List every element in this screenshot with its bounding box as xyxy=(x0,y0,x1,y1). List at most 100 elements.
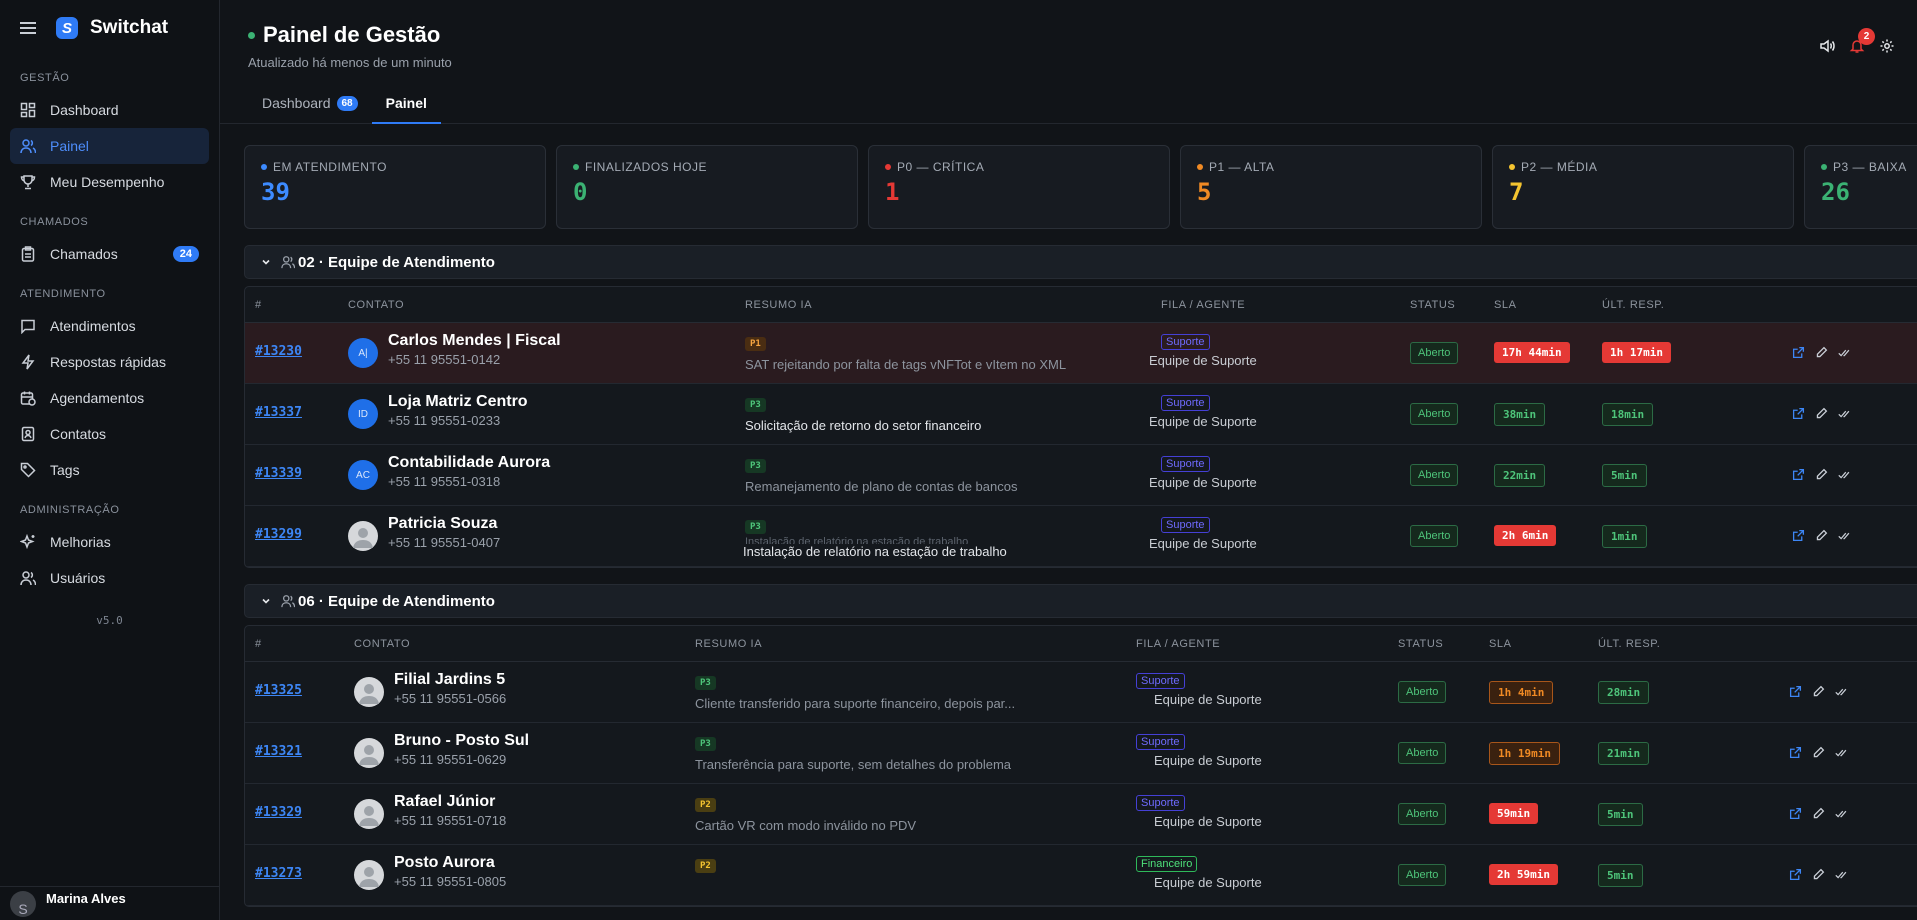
kpi-label: EM ATENDIMENTO xyxy=(261,160,529,174)
sidebar-item-chamados[interactable]: Chamados 24 xyxy=(10,236,209,272)
double-check-icon[interactable] xyxy=(1835,685,1849,703)
open-external-icon[interactable] xyxy=(1789,807,1802,825)
ticket-id-link[interactable]: #13325 xyxy=(255,683,302,698)
gear-icon[interactable] xyxy=(1879,38,1895,59)
sidebar-item-atendimentos[interactable]: Atendimentos xyxy=(10,308,209,344)
avatar xyxy=(354,799,384,829)
brand-name: Switchat xyxy=(90,17,169,38)
content: EM ATENDIMENTO 39 FINALIZADOS HOJE 0 P0 — CR… xyxy=(244,145,1917,907)
double-check-icon[interactable] xyxy=(1835,807,1849,825)
sidebar-item-meu-desempenho[interactable]: Meu Desempenho xyxy=(10,164,209,200)
sidebar-item-tags[interactable]: Tags xyxy=(10,452,209,488)
ai-summary: SAT rejeitando por falta de tags vNFTot … xyxy=(745,357,1067,372)
ai-summary-cell: P3 Remanejamento de plano de contas de ba… xyxy=(745,455,1017,494)
tab-painel[interactable]: Painel xyxy=(371,83,442,124)
last-response-badge: 5min xyxy=(1598,803,1643,826)
double-check-icon[interactable] xyxy=(1835,868,1849,886)
table-row[interactable]: #13339 AC Contabilidade Aurora +55 11 955… xyxy=(245,445,1917,506)
double-check-icon[interactable] xyxy=(1838,407,1852,425)
table-row[interactable]: #13337 ID Loja Matriz Centro +55 11 95551… xyxy=(245,384,1917,445)
kpi-value: 26 xyxy=(1821,178,1850,206)
sidebar-item-usuarios[interactable]: Usuários xyxy=(10,560,209,596)
priority-badge: P3 xyxy=(695,737,716,751)
tickets-table: # CONTATO RESUMO IA FILA / AGENTE STATUS SLA Ú… xyxy=(244,625,1917,907)
table-row[interactable]: #13325 Filial Jardins 5 +55 11 95551-0566… xyxy=(245,662,1917,723)
calendar-clock-icon xyxy=(20,390,36,406)
open-external-icon[interactable] xyxy=(1792,407,1805,425)
open-external-icon[interactable] xyxy=(1789,746,1802,764)
ticket-id-link[interactable]: #13273 xyxy=(255,866,302,881)
open-external-icon[interactable] xyxy=(1792,529,1805,547)
ticket-id-link[interactable]: #13337 xyxy=(255,405,302,420)
team-group: 06 · Equipe de Atendimento # CONTATO RESUMO… xyxy=(244,584,1917,907)
open-external-icon[interactable] xyxy=(1792,346,1805,364)
avatar xyxy=(348,521,378,551)
edit-pencil-icon[interactable] xyxy=(1812,685,1825,703)
ticket-id-link[interactable]: #13299 xyxy=(255,527,302,542)
kpi-card: FINALIZADOS HOJE 0 xyxy=(556,145,858,229)
table-row[interactable]: #13329 Rafael Júnior +55 11 95551-0718 P2… xyxy=(245,784,1917,845)
notifications-button[interactable]: 2 xyxy=(1849,28,1875,59)
hamburger-menu-icon[interactable] xyxy=(20,22,36,34)
ticket-id-link[interactable]: #13339 xyxy=(255,466,302,481)
open-external-icon[interactable] xyxy=(1789,685,1802,703)
sidebar-item-painel[interactable]: Painel xyxy=(10,128,209,164)
sidebar-item-label: Agendamentos xyxy=(50,390,145,406)
edit-pencil-icon[interactable] xyxy=(1812,868,1825,886)
last-response-badge: 5min xyxy=(1598,864,1643,887)
tab-dashboard[interactable]: Dashboard 68 xyxy=(248,83,372,123)
edit-pencil-icon[interactable] xyxy=(1815,407,1828,425)
chevron-down-icon[interactable] xyxy=(261,593,271,610)
user-profile[interactable]: S Marina Alves xyxy=(0,886,219,920)
avatar: A| xyxy=(348,338,378,368)
avatar xyxy=(354,860,384,890)
status-badge: Aberto xyxy=(1398,864,1447,886)
speaker-icon[interactable] xyxy=(1819,38,1835,59)
edit-pencil-icon[interactable] xyxy=(1815,529,1828,547)
agent-name: Equipe de Suporte xyxy=(1154,753,1262,768)
row-actions xyxy=(1792,346,1852,364)
edit-pencil-icon[interactable] xyxy=(1815,346,1828,364)
sidebar-item-melhorias[interactable]: Melhorias xyxy=(10,524,209,560)
ticket-id-link[interactable]: #13230 xyxy=(255,344,302,359)
chevron-down-icon[interactable] xyxy=(261,254,271,271)
sla-badge: 38min xyxy=(1494,403,1546,426)
brand: S Switchat xyxy=(0,0,219,56)
users-icon xyxy=(20,570,36,586)
sla-badge: 17h 44min xyxy=(1494,342,1570,363)
group-header[interactable]: 06 · Equipe de Atendimento xyxy=(244,584,1917,618)
queue-badge: Financeiro xyxy=(1136,856,1198,872)
avatar xyxy=(354,738,384,768)
edit-pencil-icon[interactable] xyxy=(1812,807,1825,825)
double-check-icon[interactable] xyxy=(1838,529,1852,547)
edit-pencil-icon[interactable] xyxy=(1815,468,1828,486)
edit-pencil-icon[interactable] xyxy=(1812,746,1825,764)
open-external-icon[interactable] xyxy=(1789,868,1802,886)
row-actions xyxy=(1789,868,1849,886)
table-row[interactable]: #13299 Patricia Souza +55 11 95551-0407 P… xyxy=(245,506,1917,567)
sla-badge: 2h 6min xyxy=(1494,525,1557,546)
table-row[interactable]: #13321 Bruno - Posto Sul +55 11 95551-062… xyxy=(245,723,1917,784)
agent-name: Equipe de Suporte xyxy=(1154,875,1262,890)
sidebar-item-dashboard[interactable]: Dashboard xyxy=(10,92,209,128)
kpi-label: P1 — ALTA xyxy=(1197,160,1465,174)
sidebar-item-agendamentos[interactable]: Agendamentos xyxy=(10,380,209,416)
group-title: 02 · Equipe de Atendimento xyxy=(298,253,495,271)
open-external-icon[interactable] xyxy=(1792,468,1805,486)
double-check-icon[interactable] xyxy=(1835,746,1849,764)
queue-agent-cell: Suporte Equipe de Suporte xyxy=(1149,393,1257,429)
ticket-id-link[interactable]: #13329 xyxy=(255,805,302,820)
row-actions xyxy=(1792,529,1852,547)
avatar: S xyxy=(10,890,36,917)
double-check-icon[interactable] xyxy=(1838,346,1852,364)
queue-agent-cell: Suporte Equipe de Suporte xyxy=(1149,515,1257,551)
sidebar-item-contatos[interactable]: Contatos xyxy=(10,416,209,452)
double-check-icon[interactable] xyxy=(1838,468,1852,486)
ai-summary: Cliente transferido para suporte finance… xyxy=(695,696,1016,711)
table-row[interactable]: #13273 Posto Aurora +55 11 95551-0805 P2 … xyxy=(245,845,1917,906)
kpi-value: 7 xyxy=(1509,178,1524,206)
ticket-id-link[interactable]: #13321 xyxy=(255,744,302,759)
sidebar-item-respostas-rapidas[interactable]: Respostas rápidas xyxy=(10,344,209,380)
table-row[interactable]: #13230 A| Carlos Mendes | Fiscal +55 11 9… xyxy=(245,323,1917,384)
group-header[interactable]: 02 · Equipe de Atendimento xyxy=(244,245,1917,279)
